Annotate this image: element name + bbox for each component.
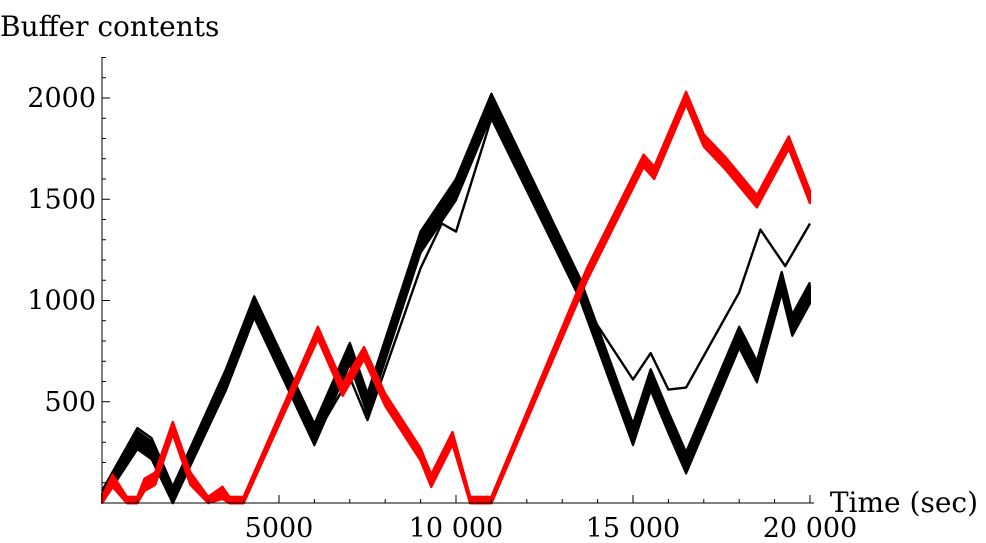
series-line bbox=[100, 100, 812, 500]
series-line bbox=[313, 117, 812, 439]
series-line bbox=[100, 93, 812, 502]
series-line bbox=[100, 96, 812, 496]
y-tick-label: 1500 bbox=[27, 184, 96, 215]
series-line bbox=[100, 90, 812, 499]
y-ticks: 500 1000 1500 2000 bbox=[27, 57, 110, 484]
x-tick-label: 10 000 bbox=[409, 513, 503, 543]
y-tick-label: 1000 bbox=[27, 286, 96, 317]
x-tick-label: 5000 bbox=[245, 513, 314, 543]
series-group-2 bbox=[100, 90, 812, 505]
x-tick-label: 20 000 bbox=[763, 513, 857, 543]
series-group-0 bbox=[100, 92, 812, 505]
series-line bbox=[100, 108, 812, 505]
series-group-1 bbox=[313, 117, 812, 439]
series-line bbox=[100, 104, 812, 504]
x-ticks: 5000 10 000 15 000 20 000 bbox=[136, 495, 857, 543]
series-layer bbox=[100, 90, 812, 505]
y-tick-label: 2000 bbox=[27, 83, 96, 114]
axes-layer: 5000 10 000 15 000 20 000 500 1000 1500 2000 bbox=[27, 57, 857, 543]
x-axis-title: Time (sec) bbox=[830, 486, 978, 519]
y-tick-label: 500 bbox=[44, 387, 96, 418]
series-line bbox=[100, 92, 812, 492]
y-axis-title: Buffer contents bbox=[0, 10, 219, 43]
x-tick-label: 15 000 bbox=[586, 513, 680, 543]
